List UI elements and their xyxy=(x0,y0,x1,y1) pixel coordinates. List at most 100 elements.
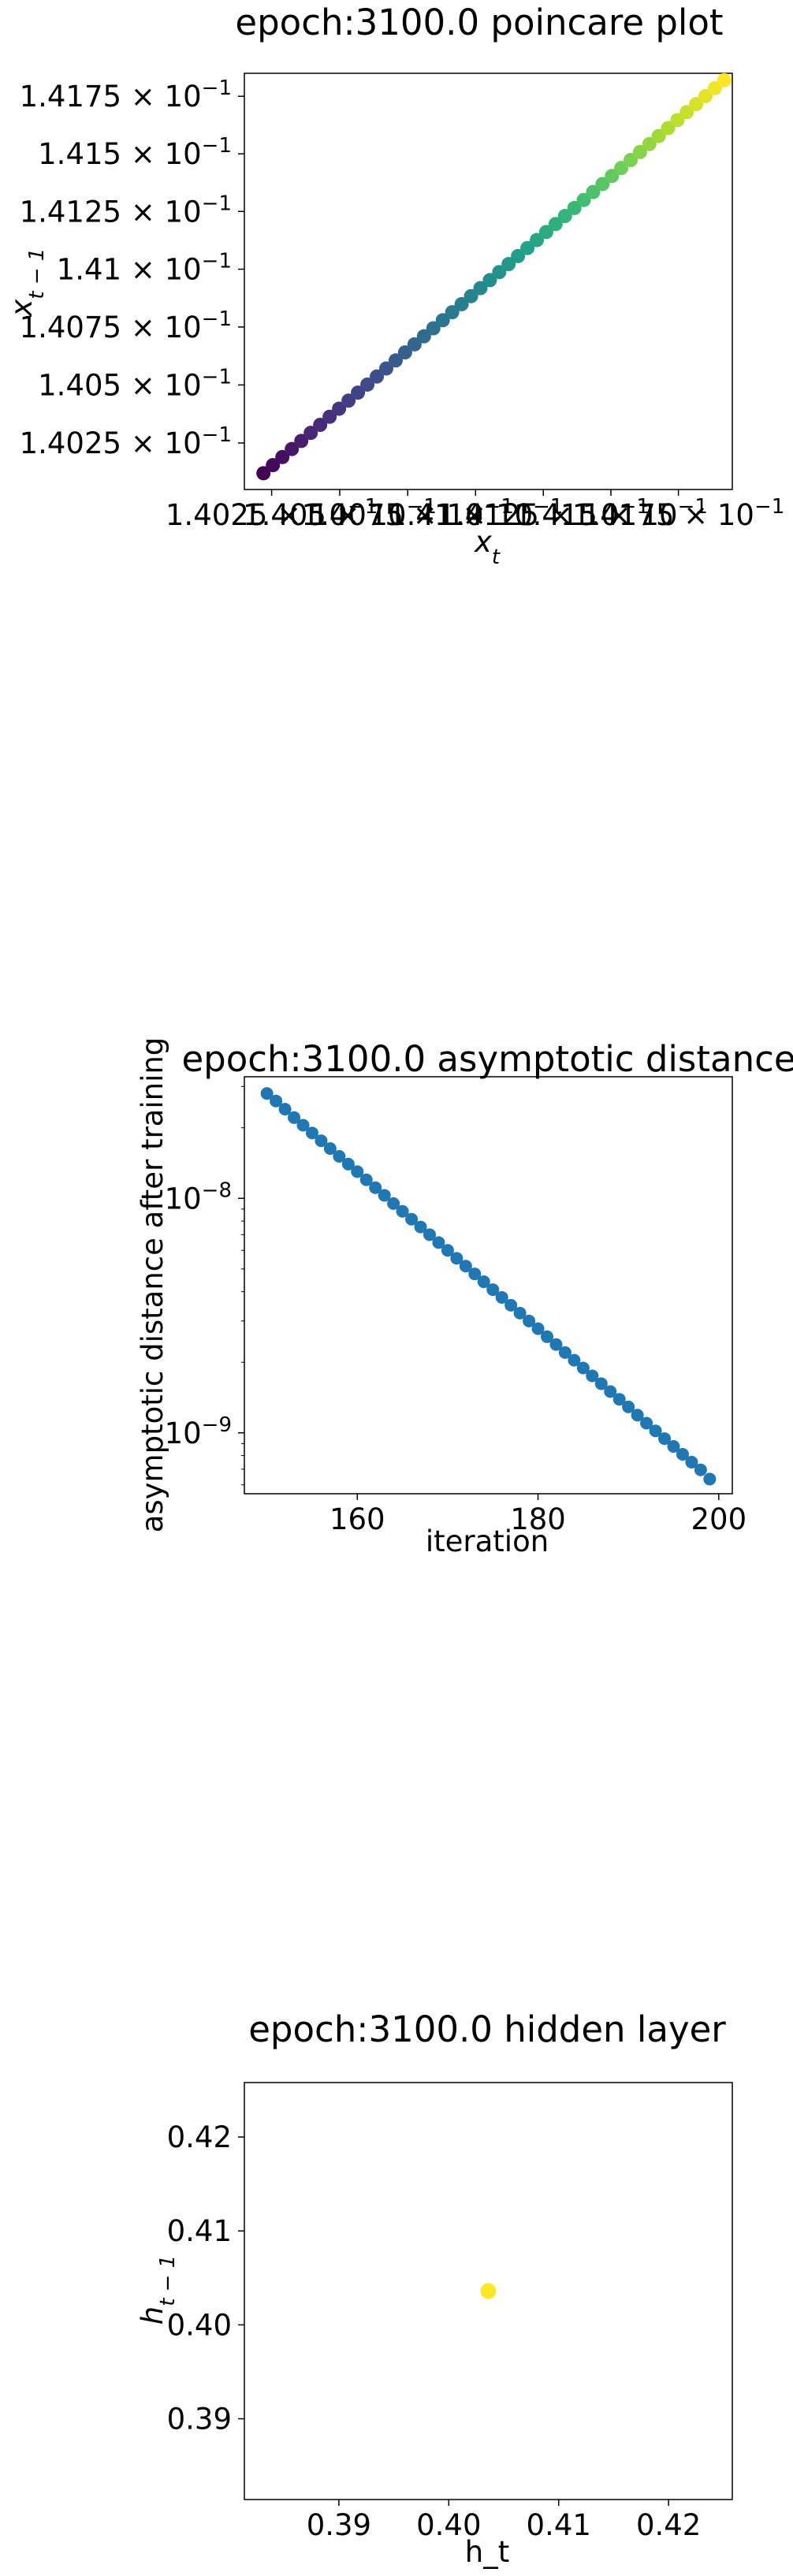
asymptotic-point xyxy=(676,1447,689,1461)
hidden-layer-xtick-label: 0.41 xyxy=(527,2508,591,2542)
asymptotic-ytick-label: 10−8 xyxy=(165,1178,232,1215)
poincare-xtick-label: 1.415 × 10−1 xyxy=(514,495,708,532)
poincare-point xyxy=(266,458,281,473)
hidden-layer-ytick-label: 0.39 xyxy=(167,2403,232,2436)
hidden-layer-point xyxy=(480,2283,497,2299)
asymptotic-point xyxy=(568,1353,581,1367)
asymptotic-point xyxy=(396,1204,409,1218)
asymptotic-point xyxy=(703,1472,717,1486)
poincare-point xyxy=(586,184,601,199)
poincare-point xyxy=(614,161,629,176)
hidden-layer-title: epoch:3100.0 hidden layer xyxy=(248,2008,726,2050)
asymptotic-point xyxy=(296,1119,310,1132)
asymptotic-point xyxy=(586,1369,599,1383)
asymptotic-point xyxy=(414,1220,427,1234)
poincare-point xyxy=(360,377,375,392)
poincare-point xyxy=(426,321,441,336)
poincare-point xyxy=(624,153,638,168)
hidden-layer-xtick-label: 0.39 xyxy=(307,2508,371,2542)
asymptotic-point xyxy=(531,1322,545,1335)
asymptotic-ylabel: asymptotic distance after training xyxy=(136,1037,169,1533)
asymptotic-point xyxy=(640,1416,653,1430)
hidden-layer-ytick-label: 0.41 xyxy=(167,2214,232,2248)
asymptotic-point xyxy=(333,1150,346,1163)
poincare-point xyxy=(341,393,356,408)
hidden-layer-xlabel: h_t xyxy=(465,2535,509,2569)
asymptotic-point xyxy=(685,1455,698,1469)
poincare-point xyxy=(322,409,337,424)
poincare-point xyxy=(557,209,572,224)
asymptotic-point xyxy=(450,1252,464,1265)
asymptotic-title: epoch:3100.0 asymptotic distance xyxy=(181,1038,793,1080)
asymptotic-point xyxy=(523,1314,536,1327)
poincare-point xyxy=(595,177,610,192)
asymptotic-point xyxy=(369,1181,382,1194)
poincare-point xyxy=(501,257,516,272)
poincare-point xyxy=(464,288,478,303)
poincare-point xyxy=(332,401,347,416)
asymptotic-point xyxy=(549,1338,563,1351)
asymptotic-point xyxy=(270,1094,283,1107)
asymptotic-axes-frame xyxy=(244,1076,733,1495)
asymptotic-xlabel: iteration xyxy=(426,1524,549,1558)
asymptotic-point xyxy=(459,1260,472,1273)
poincare-ytick-label: 1.41 × 10−1 xyxy=(57,249,232,286)
poincare-axes-frame xyxy=(244,73,733,490)
poincare-ytick-label: 1.4125 × 10−1 xyxy=(20,192,232,229)
poincare-point xyxy=(511,248,526,263)
hidden-layer-ytick-label: 0.42 xyxy=(167,2120,232,2154)
asymptotic-point xyxy=(631,1409,644,1422)
poincare-point xyxy=(313,417,328,432)
poincare-point xyxy=(717,73,732,87)
asymptotic-point xyxy=(504,1298,518,1312)
poincare-point xyxy=(370,369,385,384)
poincare-point xyxy=(689,97,704,112)
asymptotic-point xyxy=(576,1361,590,1375)
asymptotic-point xyxy=(351,1165,364,1178)
asymptotic-point xyxy=(468,1268,482,1281)
asymptotic-point xyxy=(432,1236,445,1249)
asymptotic-points xyxy=(260,1087,717,1486)
poincare-ticks: 1.4025 × 10−11.405 × 10−11.4075 × 10−11.… xyxy=(20,76,785,532)
hidden-layer-axes-frame xyxy=(244,2082,733,2500)
poincare-ytick-label: 1.4175 × 10−1 xyxy=(20,76,232,114)
asymptotic-point xyxy=(622,1400,635,1413)
poincare-xtick-label: 1.4075 × 10−1 xyxy=(302,495,514,532)
poincare-point xyxy=(605,169,620,184)
asymptotic-point xyxy=(441,1244,454,1257)
hidden-layer-xtick-label: 0.42 xyxy=(636,2508,701,2542)
poincare-point xyxy=(397,345,412,360)
asymptotic-point xyxy=(315,1134,328,1148)
hidden-layer-points xyxy=(480,2283,497,2299)
poincare-point xyxy=(454,296,469,311)
poincare-point xyxy=(530,233,545,248)
asymptotic-point xyxy=(594,1377,608,1390)
poincare-point xyxy=(303,426,318,441)
asymptotic-ticks: 160 180 200 10−8 10−9 xyxy=(165,1085,746,1536)
poincare-xtick-label: 1.4125 × 10−1 xyxy=(437,495,650,532)
poincare-point xyxy=(492,265,507,280)
poincare-ytick-label: 1.4075 × 10−1 xyxy=(20,307,232,344)
asymptotic-point xyxy=(359,1173,373,1186)
asymptotic-xtick-label: 160 xyxy=(329,1502,385,1536)
asymptotic-point xyxy=(541,1330,554,1343)
poincare-point xyxy=(285,441,300,456)
poincare-point xyxy=(416,329,431,344)
poincare-ytick-label: 1.4025 × 10−1 xyxy=(20,423,232,460)
poincare-ytick-label: 1.405 × 10−1 xyxy=(38,365,232,402)
asymptotic-point xyxy=(423,1228,436,1241)
poincare-point xyxy=(482,273,497,288)
poincare-ytick-label: 1.415 × 10−1 xyxy=(38,134,232,171)
asymptotic-point xyxy=(288,1111,301,1124)
poincare-point xyxy=(670,113,685,128)
asymptotic-point xyxy=(387,1197,400,1210)
asymptotic-ytick-label: 10−9 xyxy=(165,1413,232,1450)
hidden-layer-xtick-label: 0.40 xyxy=(416,2508,481,2542)
asymptotic-xtick-label: 180 xyxy=(510,1502,566,1536)
asymptotic-point xyxy=(667,1440,680,1454)
poincare-point xyxy=(698,88,713,103)
poincare-point xyxy=(548,217,563,232)
asymptotic-point xyxy=(378,1189,391,1202)
poincare-point xyxy=(576,192,591,207)
